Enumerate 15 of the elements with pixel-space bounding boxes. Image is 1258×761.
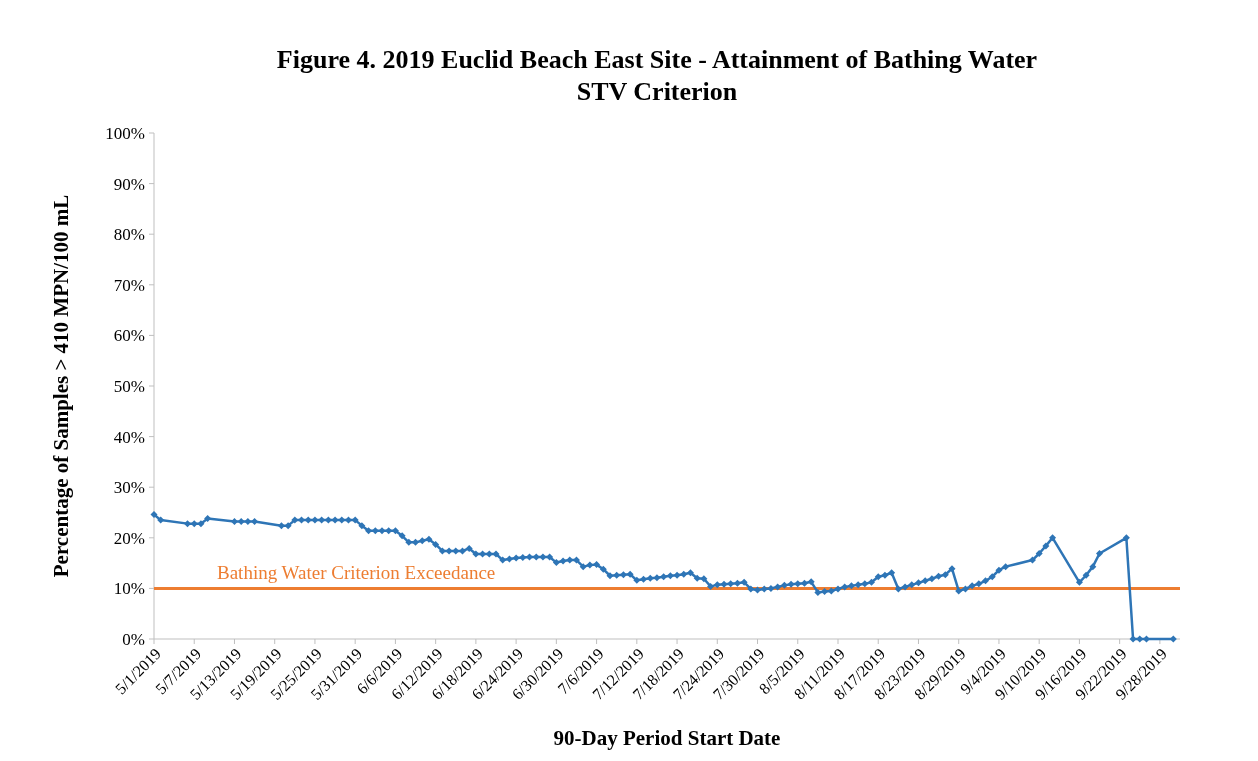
y-tick-label: 20% (113, 528, 145, 548)
y-tick-label: 10% (113, 579, 145, 599)
y-tick-label: 70% (113, 275, 145, 295)
y-tick-label: 30% (113, 478, 145, 498)
y-tick-label: 0% (122, 629, 145, 649)
ref-line-label: Bathing Water Criterion Exceedance (217, 562, 496, 584)
y-tick-label: 40% (113, 427, 145, 447)
y-tick-label: 80% (113, 225, 145, 245)
chart-title: Figure 4. 2019 Euclid Beach East Site - Attainment of Bathing Water STV Criterion (276, 45, 1038, 106)
x-axis-title: 90-Day Period Start Date (553, 726, 781, 750)
y-tick-label: 50% (113, 376, 145, 396)
y-tick-label: 60% (113, 326, 145, 346)
y-axis-title: Percentage of Samples > 410 MPN/100 mL (49, 194, 73, 578)
y-tick-label: 100% (105, 123, 145, 143)
y-tick-label: 90% (113, 174, 145, 194)
